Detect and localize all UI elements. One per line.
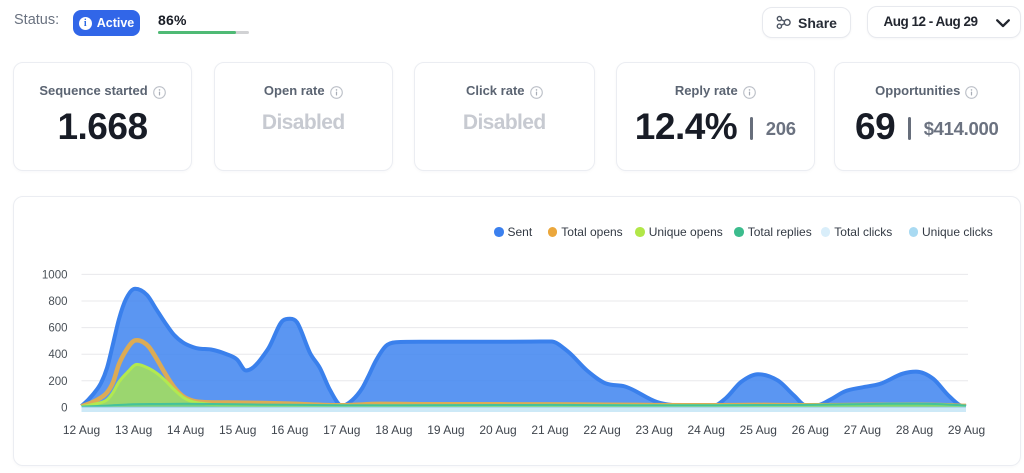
svg-text:18 Aug: 18 Aug (375, 423, 412, 437)
svg-text:200: 200 (48, 376, 67, 388)
svg-text:26 Aug: 26 Aug (792, 423, 829, 437)
svg-text:16 Aug: 16 Aug (271, 423, 308, 437)
svg-text:23 Aug: 23 Aug (636, 423, 673, 437)
svg-text:27 Aug: 27 Aug (844, 423, 881, 437)
svg-text:400: 400 (48, 349, 67, 361)
svg-text:28 Aug: 28 Aug (896, 423, 933, 437)
svg-text:19 Aug: 19 Aug (427, 423, 464, 437)
svg-text:15 Aug: 15 Aug (219, 423, 256, 437)
svg-text:29 Aug: 29 Aug (948, 423, 985, 437)
svg-text:21 Aug: 21 Aug (531, 423, 568, 437)
svg-text:14 Aug: 14 Aug (167, 423, 204, 437)
svg-text:0: 0 (61, 402, 67, 414)
svg-text:800: 800 (48, 296, 67, 308)
svg-text:25 Aug: 25 Aug (740, 423, 777, 437)
svg-text:24 Aug: 24 Aug (688, 423, 725, 437)
svg-text:600: 600 (48, 323, 67, 335)
svg-text:20 Aug: 20 Aug (479, 423, 516, 437)
svg-text:12 Aug: 12 Aug (63, 423, 100, 437)
svg-text:22 Aug: 22 Aug (583, 423, 620, 437)
svg-text:17 Aug: 17 Aug (323, 423, 360, 437)
svg-text:1000: 1000 (42, 269, 68, 281)
svg-text:13 Aug: 13 Aug (115, 423, 152, 437)
